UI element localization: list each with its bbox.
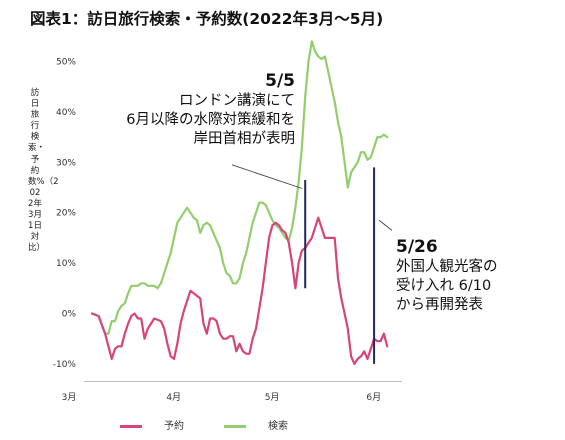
annotation-line: 受け入れ 6/10: [396, 278, 492, 294]
x-tick-label: 4月: [166, 392, 181, 403]
x-tick-label: 3月: [62, 392, 77, 403]
y-tick-label: -10%: [53, 360, 77, 370]
y-tick-label: 40%: [56, 108, 76, 118]
x-tick-label: 5月: [265, 392, 280, 403]
y-tick-label: 10%: [56, 259, 76, 269]
series-line-検索: [90, 40, 389, 335]
series-line-予約: [90, 216, 389, 365]
y-axis-ticks: 50% 40% 30% 20% 10% 0% -10%: [53, 58, 77, 370]
leader-line-0526: [378, 219, 393, 231]
y-tick-label: 30%: [56, 158, 76, 168]
annotation-line: から再開発表: [396, 297, 483, 313]
series-lines: [90, 40, 389, 365]
event-markers: [231, 164, 393, 364]
annotation-date: 5/5: [265, 71, 295, 91]
legend-label: 検索: [268, 421, 288, 432]
legend-swatch: [120, 424, 142, 428]
y-tick-label: 20%: [56, 209, 76, 219]
annotation-line: 外国人観光客の: [396, 259, 498, 275]
leader-line-0505: [231, 164, 303, 189]
annotation-0526: 5/26 外国人観光客の 受け入れ 6/10 から再開発表: [396, 236, 498, 315]
annotation-date: 5/26: [396, 237, 438, 257]
legend-item-search: 検索: [224, 417, 288, 432]
legend-label: 予約: [164, 421, 184, 432]
chart-title: 図表1：訪日旅行検索・予約数(2022年3月～5月): [30, 10, 384, 28]
legend-item-reservation: 予約: [120, 417, 184, 432]
annotation-line: 6月以降の水際対策緩和を: [126, 112, 295, 128]
annotation-0505: 5/5 ロンドン講演にて 6月以降の水際対策緩和を 岸田首相が表明: [126, 70, 295, 149]
annotation-line: 岸田首相が表明: [193, 131, 296, 147]
y-tick-label: 50%: [56, 58, 76, 68]
x-tick-label: 6月: [366, 392, 381, 403]
x-axis-ticks: 3月 4月 5月 6月: [62, 392, 381, 403]
legend-swatch: [224, 424, 246, 428]
annotation-line: ロンドン講演にて: [179, 93, 295, 109]
y-tick-label: 0%: [62, 310, 77, 320]
